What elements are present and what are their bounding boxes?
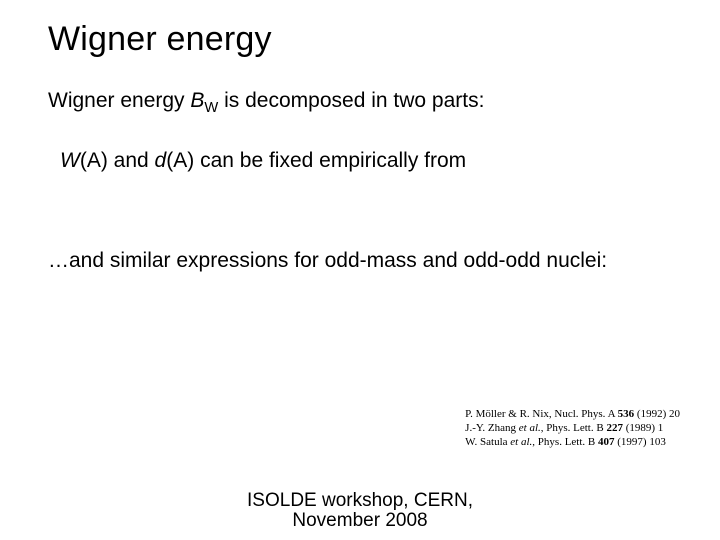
volume-bold: 227: [606, 422, 623, 434]
volume-bold: 407: [598, 436, 615, 448]
symbol-W: W: [60, 149, 80, 172]
reference-item: W. Satula et al., Phys. Lett. B 407 (199…: [465, 436, 680, 450]
references: P. Möller & R. Nix, Nucl. Phys. A 536 (1…: [465, 408, 680, 449]
text-fragment: Wigner energy: [48, 89, 190, 112]
text-fragment: (A): [80, 149, 108, 172]
footer-line: ISOLDE workshop, CERN,: [0, 490, 720, 512]
empirical-line: W(A) and d(A) can be fixed empirically f…: [48, 147, 672, 175]
etal-italic: et al.: [519, 422, 541, 434]
text-fragment: (1989) 1: [623, 422, 663, 434]
etal-italic: et al.: [510, 436, 532, 448]
decomposition-line: Wigner energy BW is decomposed in two pa…: [48, 87, 672, 119]
text-fragment: J.-Y. Zhang: [465, 422, 519, 434]
text-fragment: (1997) 103: [615, 436, 666, 448]
slide: Wigner energy Wigner energy BW is decomp…: [0, 0, 720, 540]
text-fragment: , Phys. Lett. B: [532, 436, 598, 448]
reference-item: J.-Y. Zhang et al., Phys. Lett. B 227 (1…: [465, 422, 680, 436]
text-fragment: W. Satula: [465, 436, 510, 448]
subscript-W: W: [204, 100, 218, 116]
text-fragment: is decomposed in two parts:: [218, 89, 484, 112]
slide-footer: ISOLDE workshop, CERN, November 2008: [0, 490, 720, 532]
text-fragment: (1992) 20: [634, 408, 680, 420]
volume-bold: 536: [618, 408, 635, 420]
text-fragment: P. Möller & R. Nix, Nucl. Phys. A: [465, 408, 618, 420]
spacer: [48, 203, 672, 247]
reference-item: P. Möller & R. Nix, Nucl. Phys. A 536 (1…: [465, 408, 680, 422]
symbol-B: B: [190, 89, 204, 112]
text-fragment: (A): [166, 149, 194, 172]
text-fragment: , Phys. Lett. B: [541, 422, 607, 434]
symbol-d: d: [155, 149, 167, 172]
footer-line: November 2008: [0, 510, 720, 532]
slide-title: Wigner energy: [48, 20, 672, 59]
oddmass-line: …and similar expressions for odd-mass an…: [48, 247, 672, 275]
text-fragment: and: [108, 149, 155, 172]
text-fragment: can be fixed empirically from: [194, 149, 466, 172]
